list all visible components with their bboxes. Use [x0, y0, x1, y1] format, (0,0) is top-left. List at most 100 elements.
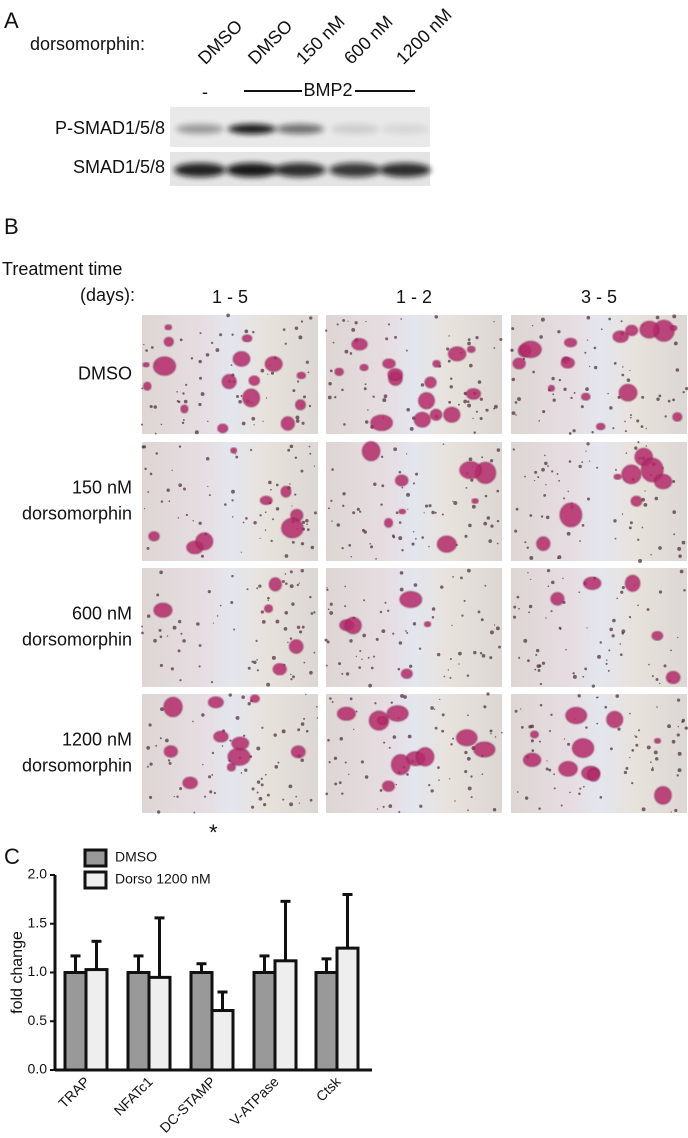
- speck: [578, 464, 582, 469]
- speck: [385, 337, 389, 341]
- speck: [581, 461, 584, 464]
- speck: [398, 470, 402, 474]
- speck: [569, 791, 571, 794]
- speck: [477, 610, 481, 614]
- speck: [581, 524, 585, 527]
- speck: [490, 524, 494, 528]
- speck: [240, 772, 243, 774]
- speck: [275, 507, 280, 511]
- speck: [364, 420, 369, 424]
- speck: [327, 608, 330, 611]
- speck: [149, 472, 153, 476]
- speck: [449, 778, 451, 780]
- speck: [670, 811, 672, 813]
- speck: [277, 761, 280, 764]
- speck: [289, 570, 293, 574]
- speck: [584, 667, 588, 671]
- speck: [655, 678, 659, 681]
- speck: [646, 608, 650, 611]
- speck: [449, 676, 452, 679]
- speck: [450, 743, 453, 746]
- stimulus-label: BMP2: [303, 80, 352, 100]
- speck: [515, 414, 517, 416]
- speck: [436, 652, 441, 657]
- speck: [646, 745, 651, 750]
- cell: [654, 474, 673, 490]
- speck: [143, 343, 145, 346]
- blot-band: [228, 124, 276, 134]
- speck: [282, 798, 285, 801]
- speck: [303, 717, 306, 720]
- speck: [228, 693, 232, 697]
- speck: [313, 611, 316, 614]
- speck: [231, 574, 234, 578]
- y-tick-label: 2.0: [28, 866, 48, 882]
- speck: [289, 483, 291, 485]
- speck: [654, 757, 659, 761]
- speck: [177, 619, 182, 624]
- cell: [242, 388, 260, 408]
- speck: [242, 521, 245, 524]
- speck: [628, 615, 631, 618]
- speck: [183, 487, 186, 491]
- cell: [217, 423, 229, 434]
- speck: [586, 339, 589, 341]
- speck: [467, 809, 469, 812]
- speck: [375, 637, 379, 641]
- speck: [219, 333, 223, 337]
- speck: [245, 517, 248, 520]
- speck: [403, 695, 407, 699]
- speck: [567, 742, 571, 746]
- speck: [356, 507, 360, 511]
- speck: [604, 705, 608, 709]
- speck: [352, 728, 355, 731]
- speck: [266, 682, 271, 687]
- speck: [635, 743, 639, 747]
- cell: [289, 639, 304, 654]
- cell: [558, 761, 578, 777]
- y-tick-label: 1.5: [28, 914, 48, 930]
- speck: [203, 795, 207, 798]
- speck: [542, 410, 546, 414]
- speck: [341, 546, 344, 550]
- speck: [155, 452, 159, 455]
- speck: [524, 475, 526, 478]
- speck: [570, 396, 573, 400]
- speck: [490, 732, 492, 735]
- speck: [531, 749, 535, 753]
- speck: [638, 559, 643, 563]
- speck: [527, 659, 530, 663]
- row-label: 150 nM: [72, 477, 132, 497]
- speck: [437, 766, 440, 769]
- speck: [358, 666, 362, 669]
- speck: [608, 317, 612, 321]
- speck: [258, 584, 262, 588]
- speck: [527, 571, 529, 574]
- speck: [541, 661, 546, 665]
- speck: [341, 672, 344, 675]
- speck: [534, 668, 537, 671]
- speck: [545, 617, 547, 619]
- speck: [332, 341, 335, 344]
- speck: [313, 465, 316, 467]
- speck: [530, 739, 534, 743]
- speck: [260, 783, 264, 787]
- speck: [287, 448, 291, 452]
- cell: [559, 502, 583, 528]
- speck: [309, 316, 313, 320]
- speck: [270, 371, 275, 375]
- speck: [372, 655, 376, 658]
- speck: [607, 669, 610, 672]
- cell: [295, 399, 306, 411]
- speck: [544, 454, 546, 457]
- speck: [629, 416, 632, 419]
- speck: [325, 792, 329, 796]
- speck: [363, 530, 367, 534]
- speck: [510, 348, 514, 352]
- speck: [365, 320, 367, 323]
- speck: [413, 583, 418, 587]
- speck: [380, 503, 383, 506]
- cell: [613, 473, 622, 480]
- speck: [167, 759, 171, 762]
- speck: [493, 624, 496, 626]
